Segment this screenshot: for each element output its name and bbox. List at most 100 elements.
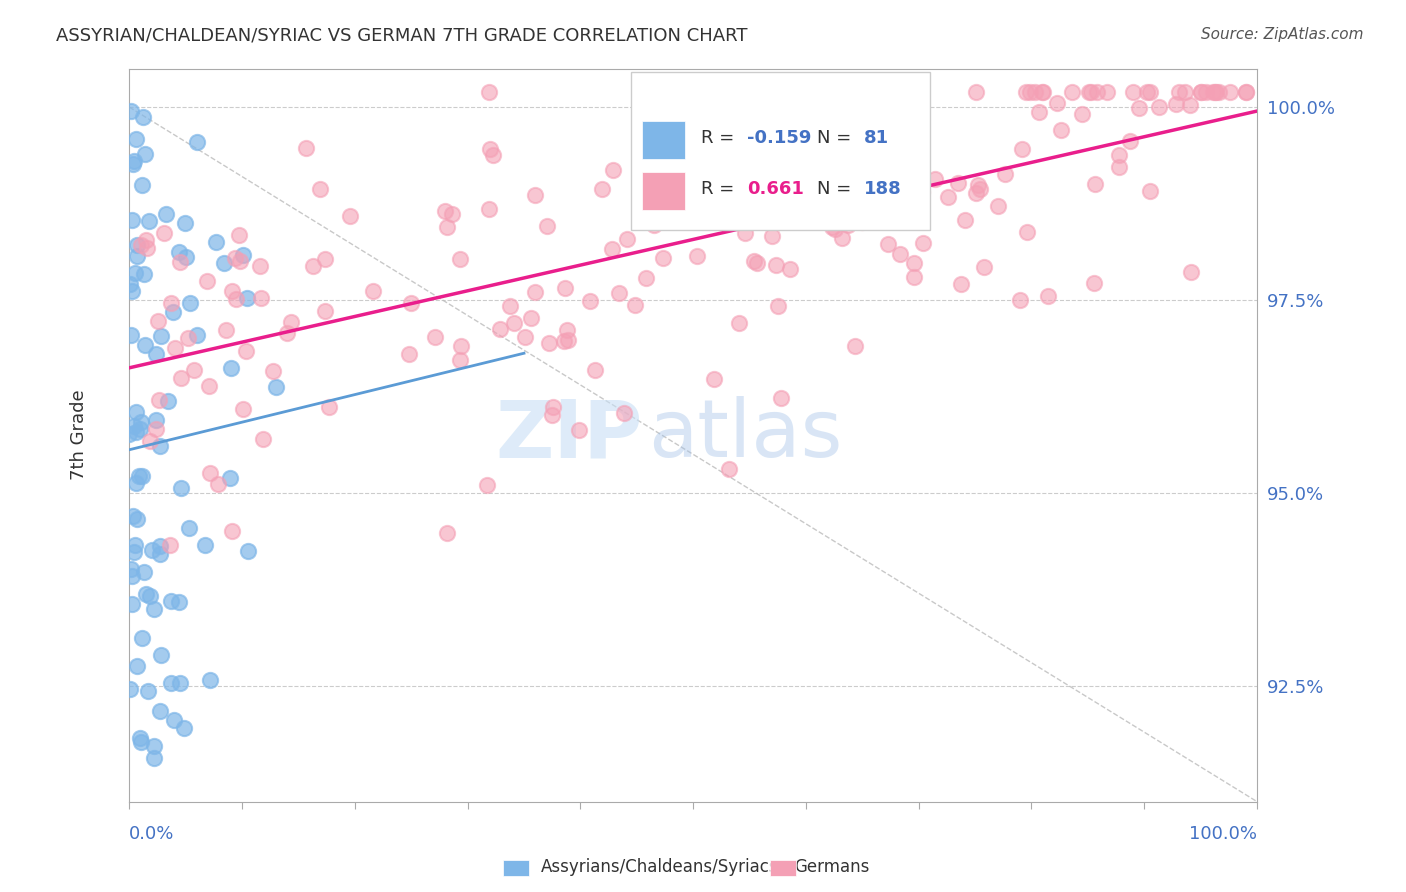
Point	[129, 731, 152, 746]
Point	[235, 344, 257, 359]
Point	[761, 229, 783, 244]
Point	[212, 256, 235, 270]
Point	[228, 227, 250, 242]
Point	[1204, 85, 1226, 99]
Point	[138, 683, 160, 698]
Point	[124, 545, 146, 559]
Point	[152, 226, 174, 240]
Point	[475, 478, 498, 492]
Point	[134, 337, 156, 351]
Point	[142, 602, 165, 616]
Point	[827, 120, 849, 135]
Point	[785, 151, 807, 165]
Point	[129, 415, 152, 429]
Text: 100.0%: 100.0%	[1189, 825, 1257, 843]
Point	[159, 538, 181, 552]
Point	[904, 190, 927, 204]
Point	[489, 322, 512, 336]
Point	[965, 85, 987, 99]
Point	[1071, 106, 1094, 120]
Point	[449, 252, 471, 266]
Point	[936, 190, 959, 204]
Point	[162, 305, 184, 319]
Point	[183, 363, 205, 377]
Point	[686, 249, 709, 263]
Point	[264, 380, 287, 394]
Point	[811, 142, 834, 156]
Point	[169, 595, 191, 609]
Point	[1018, 85, 1040, 99]
Point	[1024, 85, 1046, 99]
Point	[1108, 160, 1130, 174]
Text: atlas: atlas	[648, 396, 842, 474]
Point	[150, 328, 173, 343]
Point	[198, 379, 221, 393]
Point	[169, 675, 191, 690]
Point	[252, 432, 274, 446]
Point	[1032, 85, 1054, 99]
Point	[148, 392, 170, 407]
Point	[125, 658, 148, 673]
Point	[134, 565, 156, 579]
Point	[314, 252, 336, 267]
Point	[169, 254, 191, 268]
Point	[149, 704, 172, 718]
Point	[135, 240, 157, 254]
Point	[204, 235, 226, 250]
Point	[225, 293, 247, 307]
Point	[770, 391, 793, 405]
Point	[134, 146, 156, 161]
Point	[125, 249, 148, 263]
Point	[707, 210, 730, 224]
Point	[557, 333, 579, 347]
Point	[523, 187, 546, 202]
Point	[121, 597, 143, 611]
Point	[519, 311, 541, 326]
Point	[1219, 85, 1241, 99]
Point	[120, 103, 142, 118]
Point	[139, 589, 162, 603]
Point	[1085, 85, 1108, 99]
Point	[131, 110, 153, 124]
Point	[1060, 85, 1083, 99]
Point	[876, 237, 898, 252]
Point	[124, 418, 146, 433]
Point	[186, 135, 208, 149]
Point	[700, 211, 723, 225]
Point	[118, 427, 141, 442]
Point	[122, 154, 145, 169]
Point	[583, 363, 606, 377]
Point	[889, 247, 911, 261]
Point	[904, 150, 927, 164]
Point	[120, 328, 142, 343]
Point	[159, 593, 181, 607]
Point	[433, 203, 456, 218]
Point	[131, 238, 153, 252]
Point	[450, 339, 472, 353]
Point	[910, 101, 932, 115]
Point	[318, 400, 340, 414]
FancyBboxPatch shape	[643, 172, 685, 210]
Point	[174, 217, 197, 231]
Point	[1208, 85, 1230, 99]
Point	[987, 198, 1010, 212]
Point	[860, 157, 883, 171]
Point	[924, 172, 946, 186]
Point	[953, 213, 976, 227]
Point	[236, 292, 259, 306]
Point	[842, 85, 865, 99]
Point	[903, 256, 925, 270]
Text: 7th Grade: 7th Grade	[69, 390, 87, 481]
Point	[768, 299, 790, 313]
Point	[176, 250, 198, 264]
Point	[1083, 276, 1105, 290]
Point	[214, 323, 236, 337]
Point	[170, 481, 193, 495]
Point	[228, 254, 250, 268]
Point	[624, 298, 647, 312]
Point	[127, 238, 149, 252]
Point	[398, 347, 420, 361]
Point	[1119, 134, 1142, 148]
Text: 81: 81	[863, 129, 889, 147]
Point	[553, 334, 575, 348]
